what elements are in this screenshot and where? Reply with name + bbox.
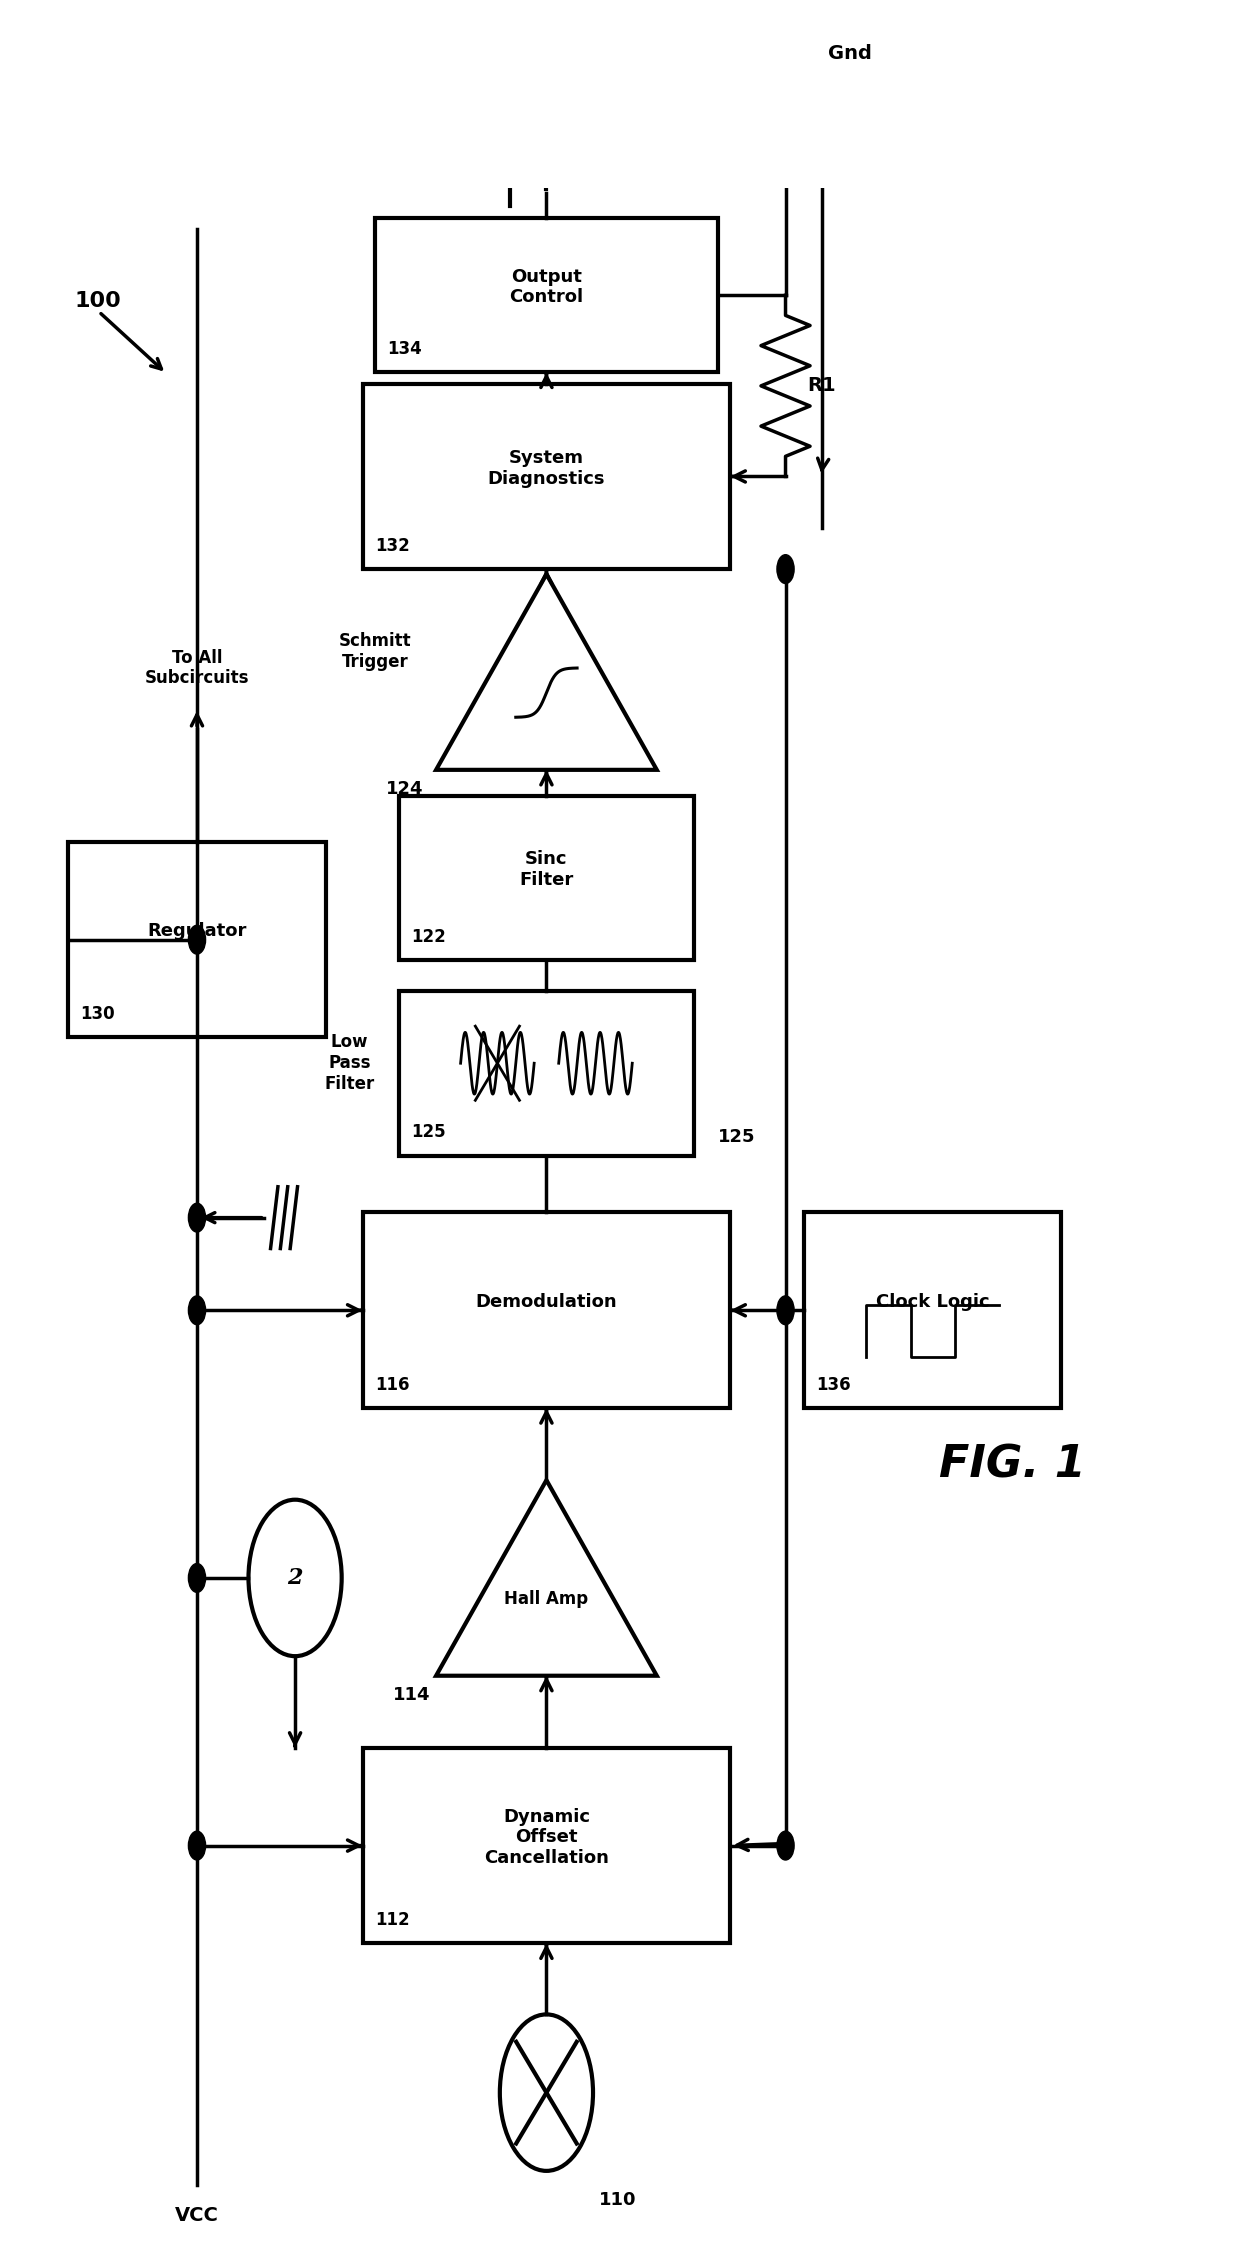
Text: 100: 100 bbox=[74, 291, 122, 311]
Text: 110: 110 bbox=[599, 2191, 636, 2209]
Text: 136: 136 bbox=[816, 1375, 851, 1393]
Text: 116: 116 bbox=[374, 1375, 409, 1393]
Circle shape bbox=[813, 43, 831, 72]
Text: VCC: VCC bbox=[175, 2207, 219, 2225]
Text: Low
Pass
Filter: Low Pass Filter bbox=[325, 1032, 374, 1093]
Text: 125: 125 bbox=[412, 1122, 446, 1141]
Text: Output
Control: Output Control bbox=[510, 268, 584, 307]
Circle shape bbox=[777, 554, 794, 584]
Bar bbox=[362, 1213, 730, 1409]
Text: Clock Logic: Clock Logic bbox=[875, 1294, 990, 1312]
Circle shape bbox=[188, 1296, 206, 1325]
Circle shape bbox=[777, 1830, 794, 1860]
Circle shape bbox=[188, 1204, 206, 1233]
Text: 130: 130 bbox=[81, 1005, 115, 1023]
Bar bbox=[399, 992, 693, 1156]
Circle shape bbox=[538, 43, 556, 72]
Text: 134: 134 bbox=[387, 340, 422, 358]
Text: 114: 114 bbox=[392, 1686, 430, 1704]
Circle shape bbox=[188, 1564, 206, 1591]
Text: Demodulation: Demodulation bbox=[476, 1294, 618, 1312]
Text: To All
Subcircuits: To All Subcircuits bbox=[145, 649, 249, 687]
Text: 132: 132 bbox=[374, 536, 409, 554]
Circle shape bbox=[188, 926, 206, 953]
Text: 125: 125 bbox=[718, 1127, 755, 1145]
Circle shape bbox=[777, 1296, 794, 1325]
Bar bbox=[68, 843, 326, 1037]
Circle shape bbox=[539, 0, 554, 25]
Text: Dynamic
Offset
Cancellation: Dynamic Offset Cancellation bbox=[484, 1808, 609, 1866]
Text: FIG. 1: FIG. 1 bbox=[939, 1443, 1086, 1485]
Bar bbox=[374, 219, 718, 372]
Text: 112: 112 bbox=[374, 1911, 409, 1929]
Bar bbox=[399, 796, 693, 960]
Text: 2: 2 bbox=[288, 1567, 303, 1589]
Text: R1: R1 bbox=[807, 376, 836, 394]
Text: 124: 124 bbox=[387, 780, 424, 798]
Text: Gnd: Gnd bbox=[828, 43, 872, 63]
Circle shape bbox=[188, 1830, 206, 1860]
Text: Schmitt
Trigger: Schmitt Trigger bbox=[339, 631, 412, 672]
Bar bbox=[804, 1213, 1061, 1409]
Circle shape bbox=[777, 43, 794, 72]
Bar bbox=[362, 1747, 730, 1943]
Text: Regulator: Regulator bbox=[148, 922, 247, 940]
Text: Hall Amp: Hall Amp bbox=[505, 1589, 589, 1607]
Text: System
Diagnostics: System Diagnostics bbox=[487, 449, 605, 487]
Bar bbox=[362, 383, 730, 568]
Text: Sinc
Filter: Sinc Filter bbox=[520, 850, 574, 888]
Text: 122: 122 bbox=[412, 929, 446, 947]
